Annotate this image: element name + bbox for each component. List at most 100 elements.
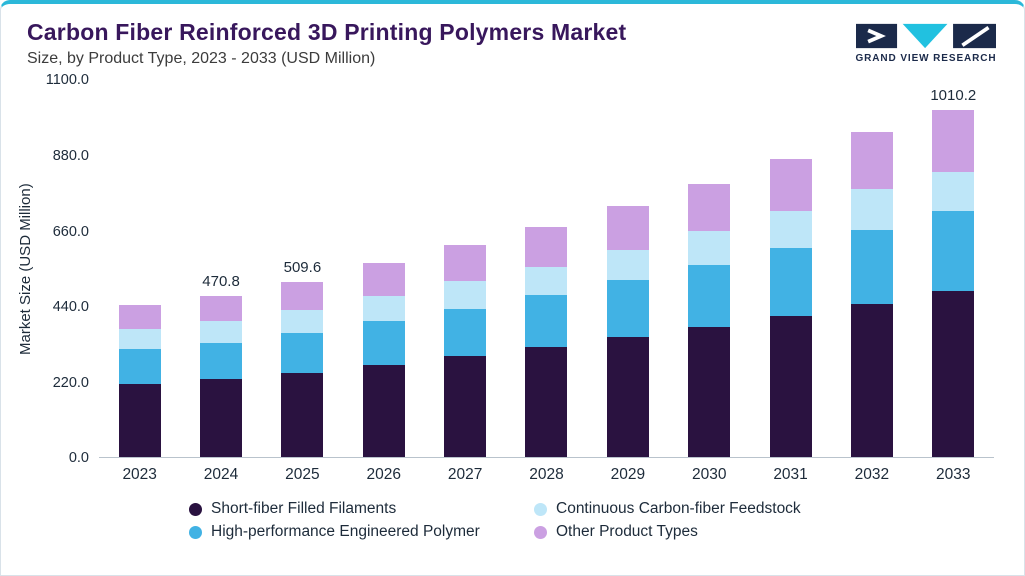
x-tick-label: 2032 [854, 466, 890, 484]
bar-value-label: 509.6 [283, 259, 322, 277]
bar-segment [200, 342, 243, 380]
x-tick-label: 2031 [773, 466, 808, 484]
bar-segment [200, 321, 243, 343]
bars-row: 470.8 509.6 1010.2 [99, 80, 994, 458]
legend-item: High-performance Engineered Polymer [189, 523, 524, 541]
bar-segment [118, 383, 161, 458]
x-axis-labels: 2023 2024 2025 2026 2027 2028 2029 2030 2031 2032… [99, 466, 994, 484]
legend-label: Continuous Carbon-fiber Feedstock [556, 500, 801, 518]
bar-segment [932, 110, 975, 172]
bar-group-2031 [750, 80, 831, 458]
bar-segment [932, 171, 975, 211]
bar-group-2027 [424, 80, 505, 458]
bar-segment [606, 280, 649, 338]
bar-segment [769, 211, 812, 248]
bar-group-2028 [506, 80, 587, 458]
bar-segment [118, 305, 161, 330]
bar-segment [688, 265, 731, 327]
bar-group-2023 [99, 80, 180, 458]
x-tick-label: 2026 [366, 466, 401, 484]
bar-group-2025: 509.6 [262, 80, 343, 458]
bar-segment [850, 131, 893, 190]
bar-segment [362, 321, 405, 365]
bar-segment [444, 356, 487, 458]
bar-segment [932, 210, 975, 292]
bar-group-2030 [669, 80, 750, 458]
legend-item: Short-fiber Filled Filaments [189, 500, 524, 518]
bar-segment [362, 296, 405, 322]
brand: GRAND VIEW RESEARCH [854, 19, 998, 64]
page-subtitle: Size, by Product Type, 2023 - 2033 (USD … [27, 50, 376, 68]
bar-segment [606, 206, 649, 250]
bar-value-label: 470.8 [202, 272, 240, 290]
x-tick-label: 2025 [285, 466, 320, 484]
plot-column: 470.8 509.6 1010.2 2023 2024 2025 2026 2027 202… [99, 80, 994, 484]
legend-item: Continuous Carbon-fiber Feedstock [534, 500, 1024, 518]
y-axis-ticks: 0.0 220.0 440.0 660.0 880.0 1100.0 [41, 72, 99, 466]
stacked-bar [932, 110, 975, 458]
stacked-bar [200, 295, 243, 458]
y-tick-label: 440.0 [52, 299, 89, 316]
bar-segment [200, 379, 243, 458]
bar-segment [362, 364, 405, 458]
legend-dot-icon [534, 525, 547, 539]
bar-segment [281, 333, 324, 373]
bar-value-label: 1010.2 [930, 87, 977, 105]
x-tick-label: 2023 [122, 466, 157, 484]
bar-segment [769, 247, 812, 316]
legend: Short-fiber Filled Filaments Continuous C… [189, 500, 1024, 541]
legend-dot-icon [189, 502, 202, 516]
x-tick-label: 2029 [610, 466, 646, 484]
header-titles: Carbon Fiber Reinforced 3D Printing Poly… [27, 19, 626, 68]
bar-group-2032 [831, 80, 912, 458]
bar-group-2024: 470.8 [180, 80, 261, 458]
plot-area: 470.8 509.6 1010.2 [99, 80, 994, 459]
x-tick-label: 2024 [203, 466, 239, 484]
bar-segment [525, 295, 568, 348]
bar-group-2033: 1010.2 [913, 80, 994, 458]
legend-item: Other Product Types [534, 523, 1024, 541]
bar-segment [525, 266, 568, 296]
legend-label: Short-fiber Filled Filaments [211, 500, 397, 518]
bar-segment [606, 337, 649, 458]
x-tick-label: 2027 [447, 466, 483, 484]
legend-dot-icon [189, 525, 202, 539]
bar-segment [850, 189, 893, 230]
stacked-bar [525, 226, 568, 458]
bar-segment [200, 295, 243, 322]
y-tick-label: 880.0 [52, 148, 89, 165]
y-axis-title: Market Size (USD Million) [17, 183, 34, 356]
bar-segment [932, 291, 975, 458]
brand-name: GRAND VIEW RESEARCH [855, 53, 997, 64]
x-tick-label: 2028 [529, 466, 564, 484]
y-tick-label: 0.0 [68, 450, 89, 467]
stacked-bar [850, 131, 893, 458]
stacked-bar [769, 159, 812, 458]
bar-segment [444, 308, 487, 357]
bar-segment [688, 326, 731, 458]
stacked-bar [118, 305, 161, 458]
bar-segment [688, 231, 731, 266]
stacked-bar [444, 245, 487, 458]
bar-segment [769, 159, 812, 212]
legend-label: Other Product Types [556, 523, 698, 541]
grand-view-research-logo-icon [856, 23, 996, 49]
bar-segment [281, 372, 324, 458]
bar-segment [281, 310, 324, 334]
stacked-bar [362, 263, 405, 458]
bar-segment [850, 303, 893, 458]
bar-segment [444, 281, 487, 309]
stacked-bar [606, 206, 649, 458]
legend-label: High-performance Engineered Polymer [211, 523, 480, 541]
bar-segment [118, 329, 161, 350]
legend-dot-icon [534, 502, 547, 516]
bar-segment [688, 184, 731, 232]
bar-segment [281, 282, 324, 311]
bar-segment [525, 226, 568, 267]
header: Carbon Fiber Reinforced 3D Printing Poly… [1, 4, 1024, 68]
y-tick-label: 220.0 [52, 374, 89, 391]
bar-segment [118, 349, 161, 384]
y-tick-label: 1100.0 [45, 72, 89, 89]
x-tick-label: 2030 [691, 466, 727, 484]
